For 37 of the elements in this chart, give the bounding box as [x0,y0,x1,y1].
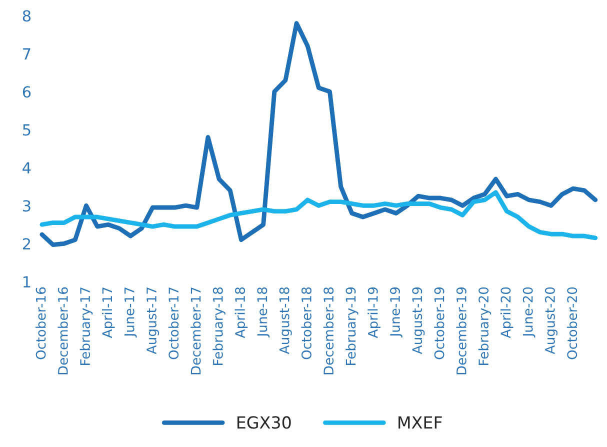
x-tick-label: February-19 [345,287,358,365]
x-tick-label: April-19 [368,287,380,338]
x-tick-label: February-18 [212,287,226,365]
legend-label: EGX30 [237,416,291,429]
y-tick-label: 3 [23,200,30,212]
x-tick-label: October-17 [168,288,179,360]
line-series [40,21,598,247]
line-series [40,190,598,240]
x-tick-label: August-17 [146,288,160,354]
x-tick-label: December-16 [58,287,68,374]
x-tick-label: August-19 [412,287,425,354]
y-tick-label: 4 [22,162,31,174]
y-tick-label: 6 [22,86,31,98]
x-tick-label: October-18 [301,287,312,360]
x-tick-label: August-18 [279,287,292,354]
x-tick-label: June-18 [257,287,270,338]
y-tick-label: 7 [23,48,30,60]
y-tick-label: 5 [23,124,30,136]
x-tick-label: December-17 [190,288,201,374]
x-tick-label: October-20 [566,287,578,360]
legend-label: MXEF [398,416,442,429]
x-tick-label: October-16 [36,287,46,360]
x-tick-label: August-20 [544,287,558,354]
y-tick-label: 2 [22,238,30,250]
y-tick-label: 1 [24,276,30,288]
x-tick-label: December-18 [323,287,334,374]
x-tick-label: April-17 [102,288,115,338]
y-tick-label: 8 [22,10,31,22]
x-tick-label: December-19 [456,287,466,374]
x-tick-label: June-17 [124,288,137,338]
x-tick-label: June-20 [522,287,536,338]
x-tick-label: June-19 [390,287,402,338]
x-tick-label: February-17 [80,288,93,365]
x-tick-label: April-18 [234,287,248,338]
x-tick-label: October-19 [434,287,444,360]
x-tick-label: February-20 [478,287,492,365]
x-tick-label: April-20 [500,287,514,338]
